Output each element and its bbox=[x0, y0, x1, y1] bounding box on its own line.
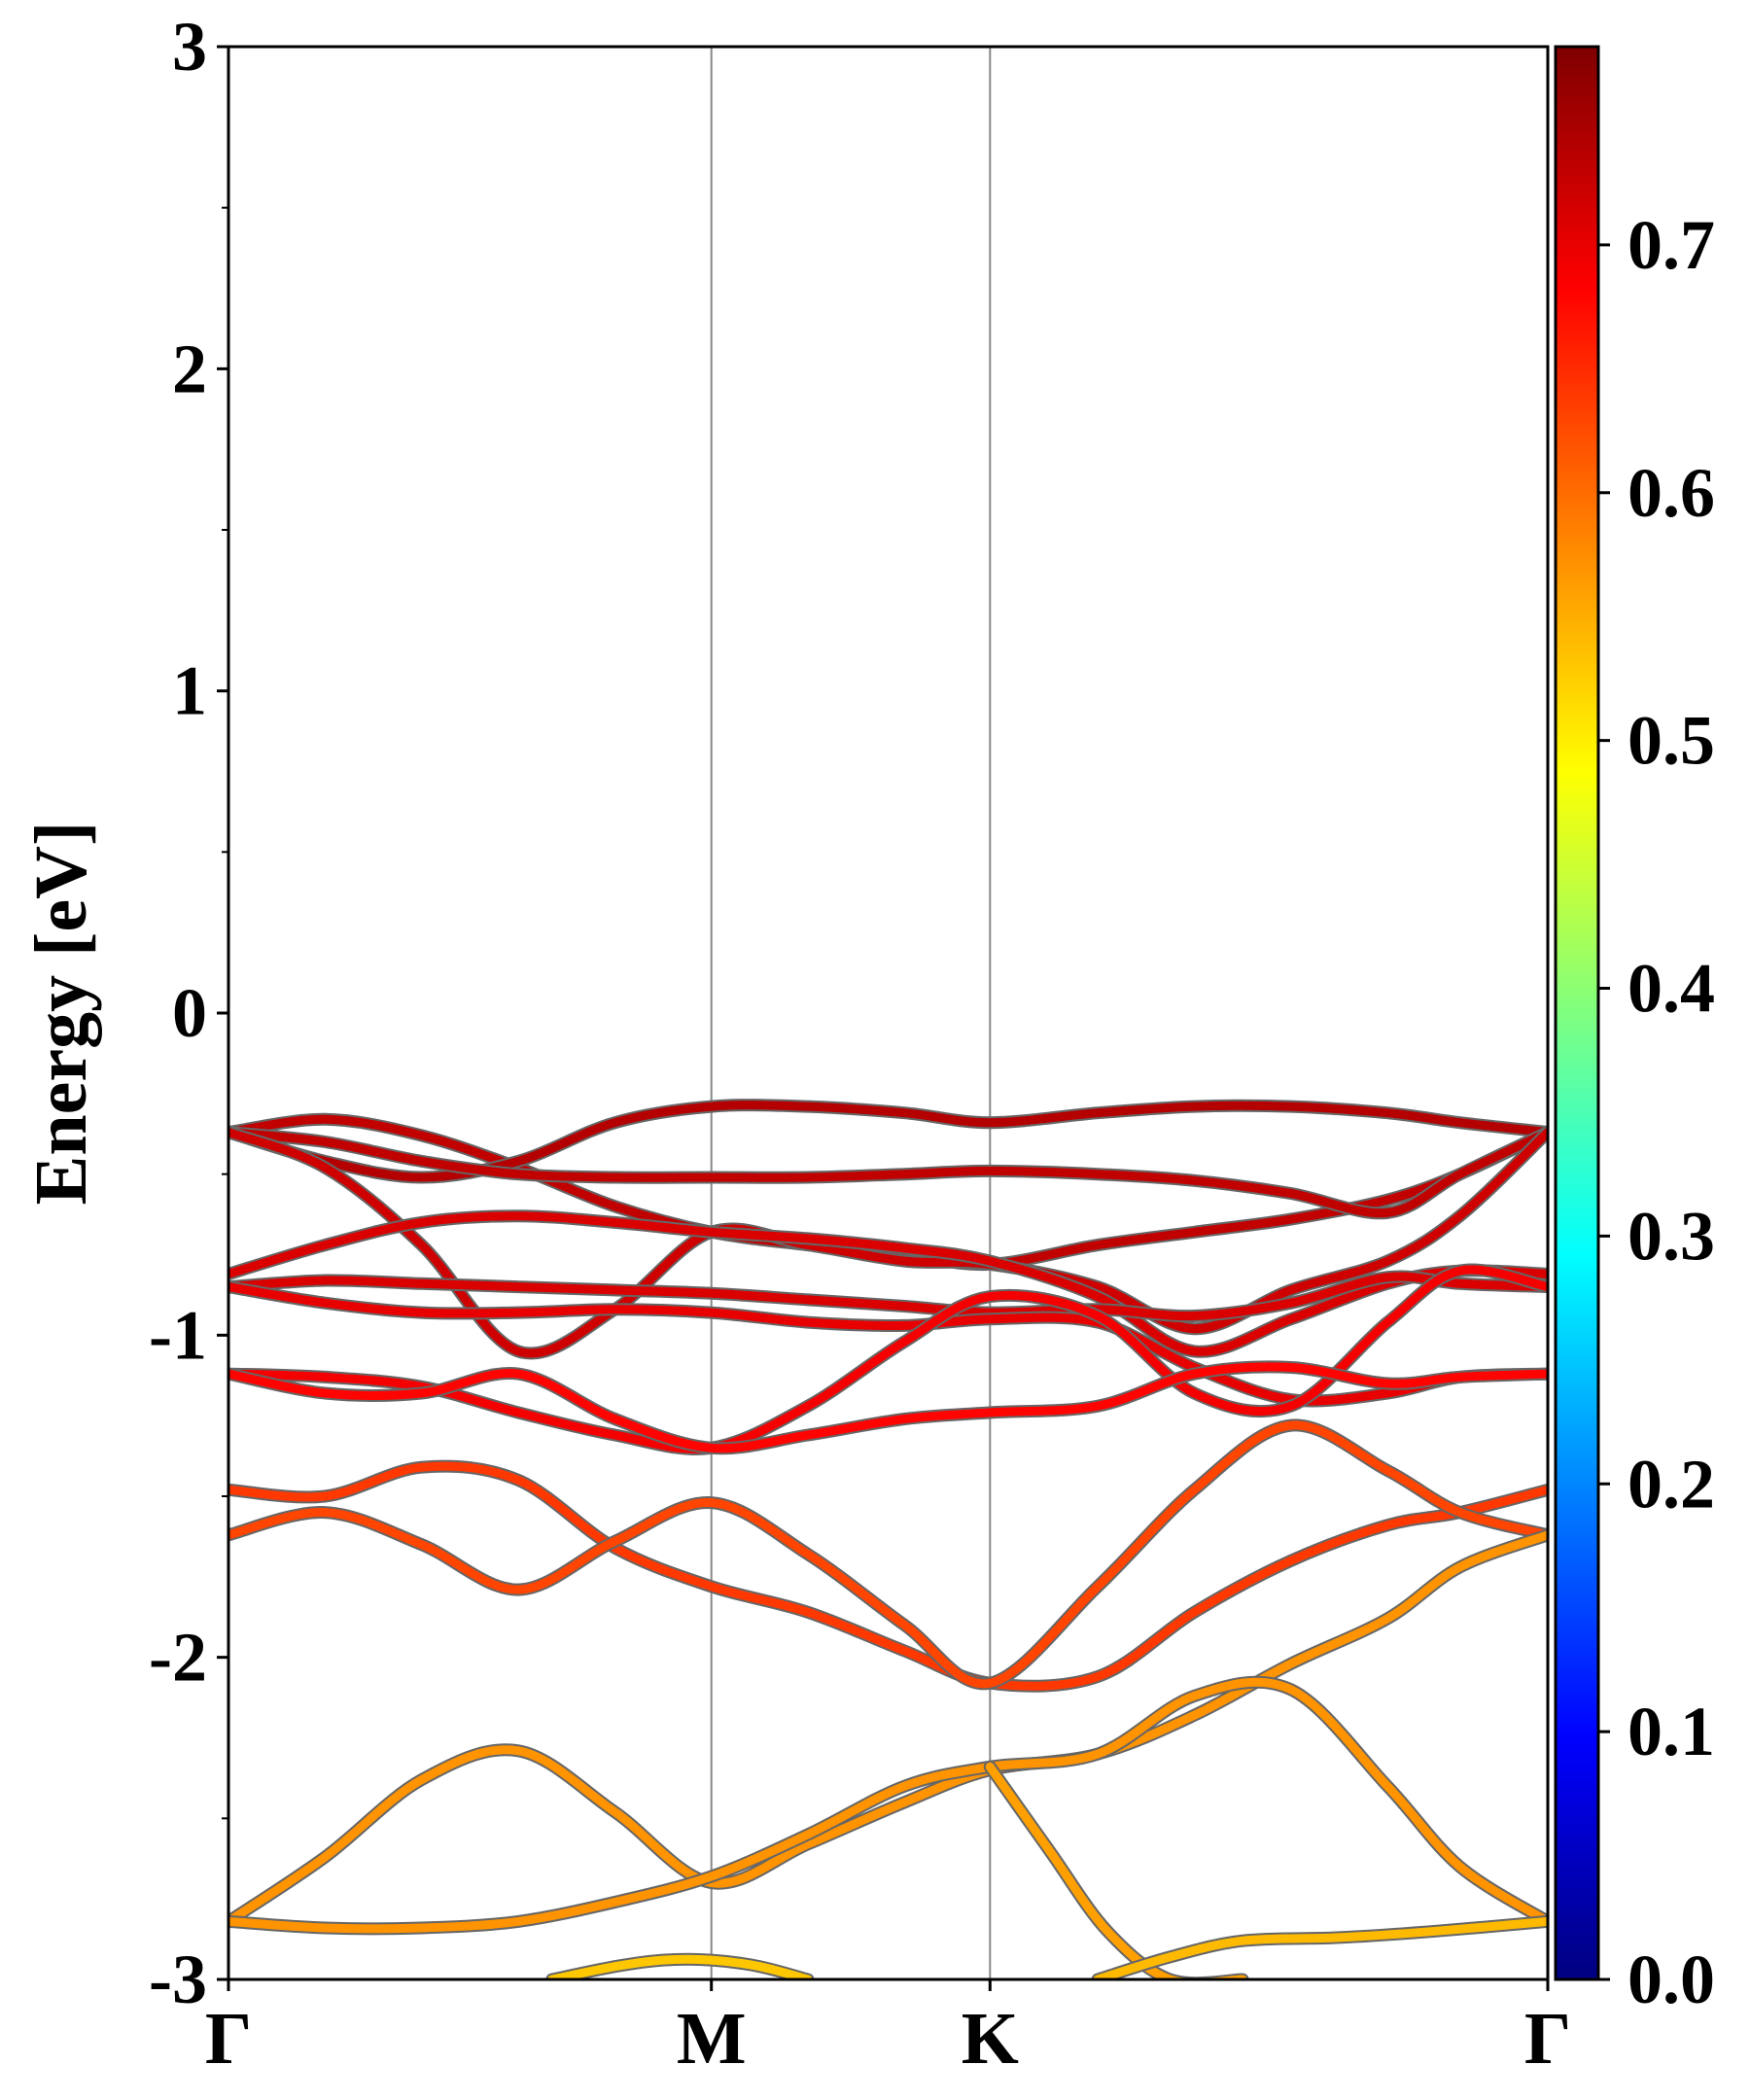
band-line-2 bbox=[228, 1101, 1548, 1182]
colorbar-tick-label: 0.1 bbox=[1628, 1693, 1715, 1770]
band-line-8 bbox=[228, 1265, 1548, 1453]
band-line-16 bbox=[1093, 1916, 1548, 1979]
band-line-3 bbox=[228, 1128, 1548, 1218]
y-tick-label: -3 bbox=[149, 1941, 207, 2018]
high-symmetry-lines bbox=[710, 47, 992, 1979]
k-point-label: M bbox=[677, 1998, 747, 2080]
k-point-label: K bbox=[962, 1998, 1019, 2080]
plot-frame bbox=[227, 45, 1550, 1981]
k-point-label: Γ bbox=[1524, 1998, 1571, 2080]
y-axis-label: Energy [eV] bbox=[20, 822, 102, 1206]
y-tick-label: 2 bbox=[172, 330, 207, 407]
y-tick-label: 3 bbox=[172, 8, 207, 86]
band-line-7 bbox=[228, 1282, 1548, 1406]
colorbar-tick-label: 0.7 bbox=[1628, 206, 1715, 284]
y-tick-label: -1 bbox=[149, 1296, 207, 1374]
k-point-label: Γ bbox=[205, 1998, 252, 2080]
band-line-5 bbox=[228, 1211, 1548, 1356]
colorbar-ticks: 0.0 0.1 0.2 0.3 0.4 0.5 0.6 0.7 bbox=[1598, 206, 1715, 2018]
band-outline bbox=[228, 1459, 1548, 1693]
band-line-10 bbox=[228, 1461, 1548, 1691]
colorbar-tick-label: 0.0 bbox=[1628, 1941, 1715, 2018]
band-line-15 bbox=[985, 1762, 1247, 1979]
colorbar-tick-label: 0.6 bbox=[1628, 454, 1715, 532]
band-line-9 bbox=[228, 1362, 1548, 1453]
band-lines bbox=[228, 1099, 1548, 1979]
y-tick-label: 0 bbox=[172, 974, 207, 1052]
colorbar-tick-label: 0.4 bbox=[1628, 950, 1715, 1028]
band-line-11 bbox=[228, 1420, 1548, 1689]
band-line-13 bbox=[228, 1677, 1548, 1934]
band-line-14 bbox=[547, 1954, 813, 1979]
band-line-4 bbox=[228, 1128, 1548, 1358]
colorbar-tick-label: 0.3 bbox=[1628, 1197, 1715, 1275]
band-outline bbox=[228, 1528, 1548, 1928]
y-axis: -3 -2 -1 0 1 2 3 bbox=[149, 8, 228, 2018]
y-tick-label: 1 bbox=[172, 652, 207, 730]
colorbar bbox=[1554, 45, 1600, 1981]
colorbar-tick-label: 0.2 bbox=[1628, 1445, 1715, 1522]
y-tick-label: -2 bbox=[149, 1619, 207, 1697]
band-line-12 bbox=[228, 1530, 1548, 1926]
band-line-6 bbox=[228, 1272, 1548, 1321]
colorbar-tick-label: 0.5 bbox=[1628, 702, 1715, 780]
